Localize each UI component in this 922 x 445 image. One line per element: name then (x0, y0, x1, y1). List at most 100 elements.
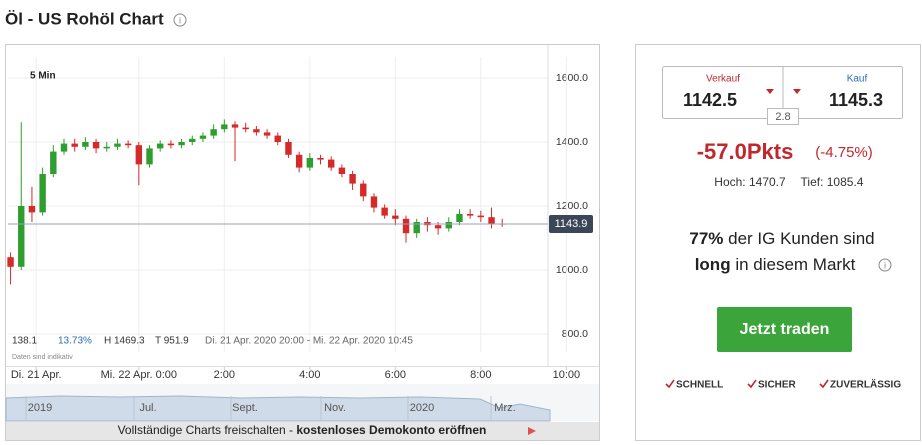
candle-body (114, 143, 121, 147)
sell-price[interactable]: 1142.5 (683, 90, 737, 110)
interval: 5 Min (30, 71, 56, 82)
sentiment-line2: long in diesem Markt (695, 255, 856, 274)
last-price-tag (549, 214, 593, 233)
sentiment-pct: 77% (689, 229, 723, 248)
candle-body (60, 143, 68, 152)
candle-body (103, 146, 110, 149)
high: Hoch: 1470.7 (714, 175, 786, 189)
info-high: H 1469.3 (104, 336, 145, 347)
info-note: Daten sind indikativ (12, 354, 73, 361)
candle-body (263, 132, 271, 136)
candle-body (413, 221, 420, 234)
sentiment-text: der IG Kunden sind (723, 229, 874, 248)
candle-body (178, 141, 185, 146)
candle-body (466, 213, 474, 216)
page-title: Öl - US Rohöl Chart (5, 9, 164, 28)
x-tick-label: Mi. 22 Apr. 0:00 (101, 369, 177, 381)
navigator-label: 2019 (28, 402, 52, 414)
y-tick-label: 1600.0 (556, 72, 588, 84)
y-tick-label: 800.0 (562, 328, 588, 340)
y-tick-label: 1400.0 (556, 136, 588, 148)
candle-body (456, 213, 463, 222)
candle-body (392, 215, 399, 219)
check-label: SCHNELL (676, 380, 723, 391)
candle-body (488, 217, 495, 224)
candle-body (338, 167, 346, 174)
candle-body (199, 135, 207, 139)
candle-body (402, 218, 410, 234)
candle-body (39, 173, 46, 213)
navigator-label: Jul. (139, 402, 156, 414)
candle-body (274, 135, 281, 142)
info-change: 138.1 (12, 336, 37, 347)
x-tick-label: 10:00 (553, 369, 581, 381)
candle-body (434, 225, 442, 229)
candle-body (317, 157, 324, 160)
buy-price[interactable]: 1145.3 (829, 90, 883, 110)
sentiment-info[interactable]: i (878, 258, 892, 272)
candle-body (477, 215, 485, 218)
banner-arrow (528, 427, 536, 435)
navigator-label: Mrz. (494, 402, 515, 414)
sell-label: Verkauf (706, 74, 740, 85)
candle-body (328, 159, 335, 168)
candle-body (189, 138, 196, 142)
x-tick-label: 8:00 (470, 369, 491, 381)
candle-body (82, 141, 89, 147)
spread: 2.8 (775, 111, 790, 123)
candle-body (381, 207, 388, 216)
candle-body (360, 183, 367, 197)
x-tick-label: 2:00 (214, 369, 235, 381)
x-tick-label: Di. 21 Apr. (11, 369, 62, 381)
check-icon (665, 379, 675, 389)
sell-arrow (766, 89, 774, 94)
x-tick-label: 4:00 (299, 369, 320, 381)
candle-body (221, 124, 228, 130)
banner-lead: Vollständige Charts freischalten - (118, 423, 297, 437)
y-tick-label: 1000.0 (556, 264, 588, 276)
trade-button[interactable] (717, 307, 852, 352)
check-label: ZUVERLÄSSIG (830, 378, 901, 391)
candle-body (50, 151, 57, 174)
candle-body (242, 127, 249, 130)
candle-body (210, 129, 217, 136)
change: -57.0Pkts (697, 139, 794, 164)
sentiment-text2: in diesem Markt (731, 255, 856, 274)
trade-button-label: Jetzt traden (740, 321, 830, 338)
banner-link[interactable]: kostenloses Demokonto eröffnen (296, 423, 486, 437)
candle-body (231, 124, 239, 128)
candle-body (156, 143, 164, 149)
x-tick-label: 6:00 (385, 369, 406, 381)
candle-body (253, 129, 260, 133)
info-range: Di. 21 Apr. 2020 20:00 - Mi. 22 Apr. 202… (205, 336, 413, 347)
sentiment-line1: 77% der IG Kunden sind (689, 229, 874, 248)
check-icon (819, 379, 829, 389)
svg-text:i: i (179, 15, 181, 25)
spread-box (767, 108, 799, 125)
navigator-label: 2020 (410, 402, 434, 414)
candle-body (135, 145, 143, 165)
candle-body (445, 221, 452, 229)
low: Tief: 1085.4 (801, 175, 864, 189)
buy-arrow (793, 89, 801, 94)
candle-body (146, 148, 153, 165)
info-change-pct: 13.73% (58, 336, 92, 347)
candle-body (349, 173, 356, 184)
check-icon (747, 379, 757, 389)
navigator-label: Sept. (232, 402, 258, 414)
banner[interactable] (6, 422, 599, 440)
candle-body (306, 157, 314, 168)
candle-body (295, 154, 303, 168)
candle-body (71, 143, 78, 147)
candle-body (167, 143, 175, 146)
info-icon[interactable]: i (173, 13, 187, 27)
change-pct: (-4.75%) (815, 144, 873, 161)
svg-text:i: i (884, 260, 886, 270)
candle-body (18, 205, 25, 267)
candle-body (7, 257, 14, 267)
chart-frame (5, 44, 600, 441)
last-price-label: 1143.9 (555, 218, 588, 230)
check-label: SICHER (758, 380, 797, 391)
